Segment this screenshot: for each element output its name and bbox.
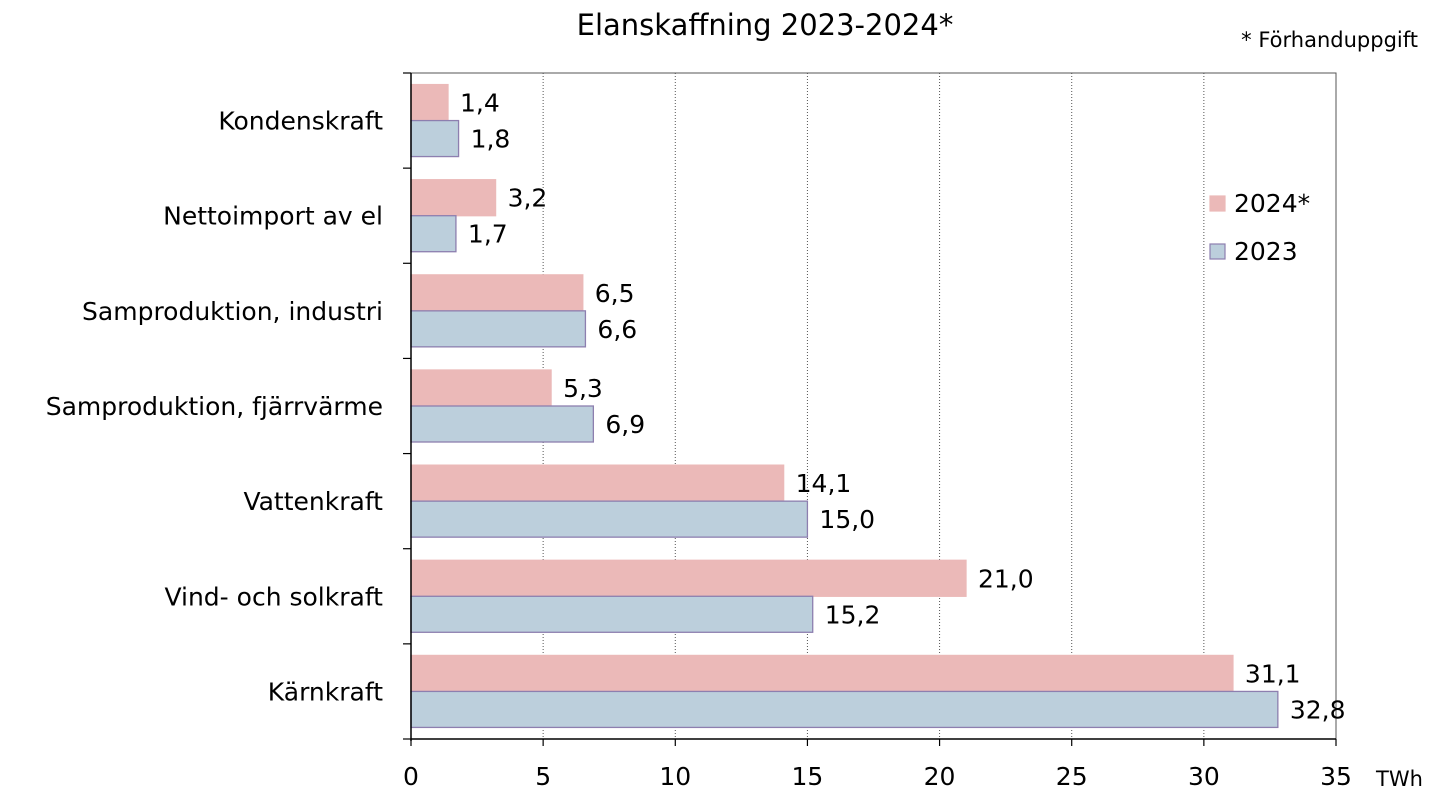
legend-swatch xyxy=(1209,195,1226,212)
data-label: 6,9 xyxy=(605,410,645,439)
category-label: Samproduktion, industri xyxy=(82,297,383,326)
data-label: 3,2 xyxy=(508,184,548,213)
bar-2023 xyxy=(410,215,457,253)
bar-2024 xyxy=(410,654,1234,693)
x-axis-unit: TWh xyxy=(1375,767,1423,791)
data-label: 6,5 xyxy=(595,279,635,308)
data-label: 15,0 xyxy=(819,505,875,534)
x-tick-label: 15 xyxy=(792,762,824,791)
bar-2023 xyxy=(410,310,587,348)
bar-2023 xyxy=(410,119,460,158)
x-tick-label: 20 xyxy=(924,762,956,791)
x-tick-label: 25 xyxy=(1056,762,1088,791)
category-label: Kärnkraft xyxy=(268,677,383,706)
bar-2024 xyxy=(410,274,584,312)
bar-2024 xyxy=(410,179,497,217)
x-tick-label: 0 xyxy=(403,762,419,791)
x-tick-label: 30 xyxy=(1188,762,1220,791)
bar-2024 xyxy=(410,83,449,122)
bar-2023 xyxy=(410,500,809,538)
category-label: Vind- och solkraft xyxy=(164,582,383,611)
x-tick-label: 5 xyxy=(535,762,551,791)
labels: 0 5 10 15 20 25 30 35 Kondenskraft 1,4 1,8 Nettoimp… xyxy=(46,89,1352,791)
data-label: 1,4 xyxy=(460,89,500,118)
axes xyxy=(403,72,1337,746)
data-label: 14,1 xyxy=(796,469,852,498)
x-tick-label: 35 xyxy=(1320,762,1352,791)
chart-title: Elanskaffning 2023-2024* xyxy=(577,8,954,42)
data-label: 5,3 xyxy=(563,374,603,403)
legend: 2024* 2023 xyxy=(1209,189,1310,266)
data-label: 6,6 xyxy=(597,315,637,344)
category-label: Nettoimport av el xyxy=(163,202,383,231)
x-tick-label: 10 xyxy=(659,762,691,791)
bar-2023 xyxy=(410,690,1279,729)
legend-label: 2023 xyxy=(1234,237,1298,266)
legend-label: 2024* xyxy=(1234,189,1310,218)
data-label: 31,1 xyxy=(1245,659,1301,688)
bar-2024 xyxy=(410,464,785,502)
category-label: Kondenskraft xyxy=(218,107,383,136)
bar-2024 xyxy=(410,559,967,597)
legend-swatch xyxy=(1209,243,1226,260)
data-label: 21,0 xyxy=(978,564,1034,593)
data-label: 15,2 xyxy=(825,600,881,629)
data-label: 1,8 xyxy=(471,125,511,154)
category-label: Samproduktion, fjärrvärme xyxy=(46,392,383,421)
bar-2024 xyxy=(410,369,552,407)
bar-2023 xyxy=(410,405,595,443)
bar-2023 xyxy=(410,595,814,633)
data-label: 1,7 xyxy=(468,220,508,249)
data-label: 32,8 xyxy=(1290,695,1346,724)
footnote: * Förhanduppgift xyxy=(1241,28,1418,52)
category-label: Vattenkraft xyxy=(243,487,383,516)
bars xyxy=(410,83,1279,729)
